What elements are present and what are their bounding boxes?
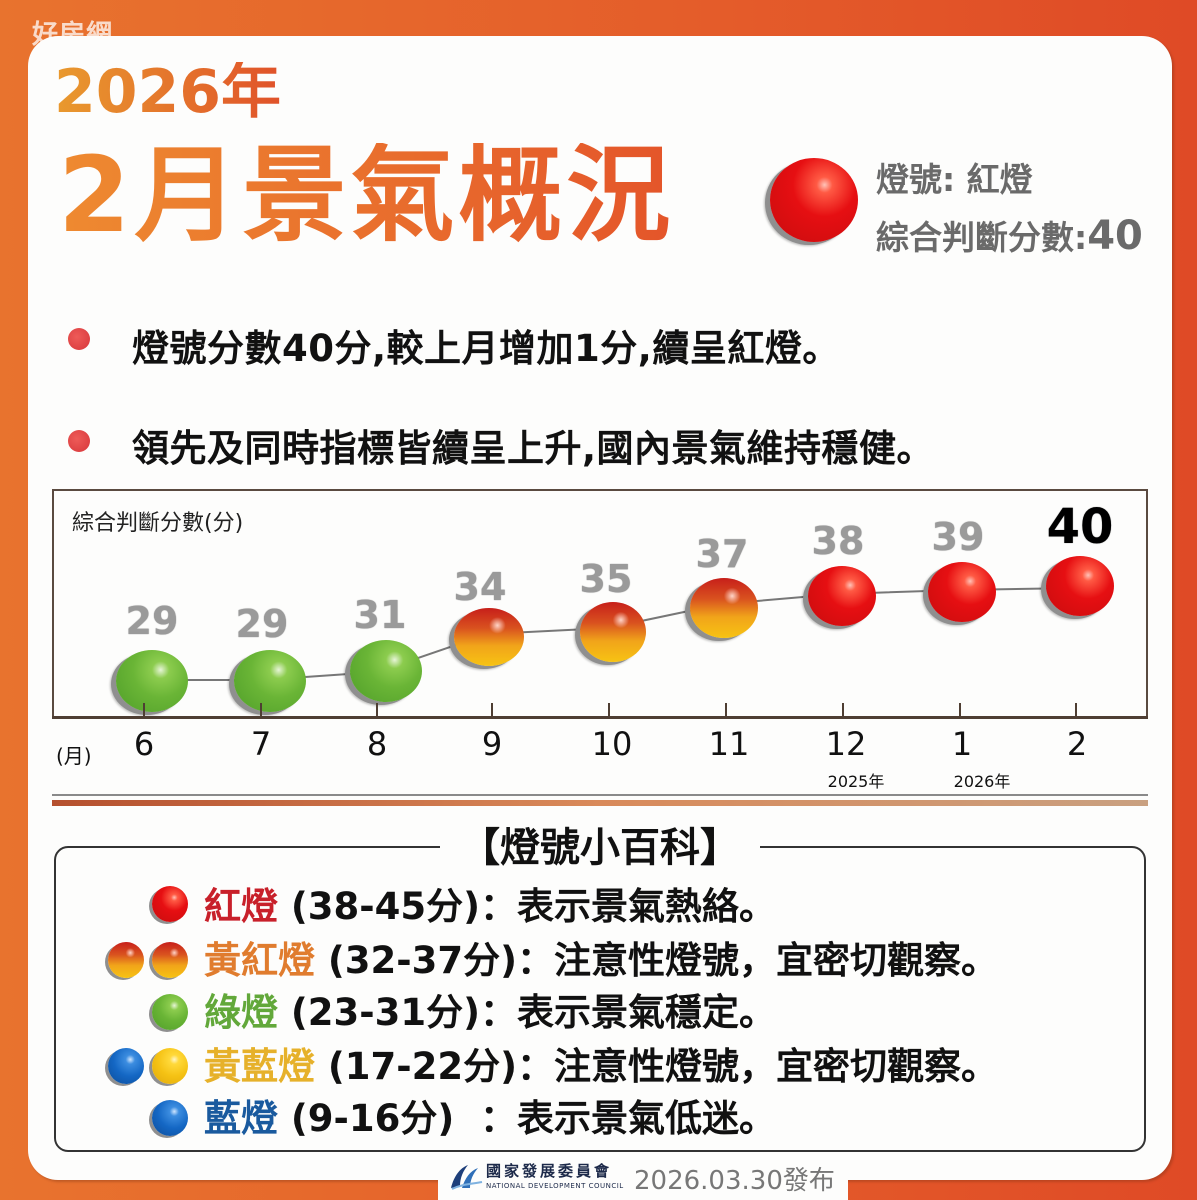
chart-frame	[52, 489, 1148, 719]
legend-item-range: (17-22分)	[315, 1045, 518, 1088]
x-tick	[376, 703, 378, 717]
legend-item-green: 綠燈 (23-31分)：表示景氣穩定。	[204, 994, 776, 1031]
data-label: 37	[695, 532, 749, 576]
legend-item-blue: 藍燈 (9-16分) ：表示景氣低迷。	[204, 1100, 776, 1137]
x-tick	[842, 703, 844, 717]
data-point-red-light-icon	[1046, 556, 1114, 616]
x-tick-label: 2	[1066, 725, 1088, 763]
score-label: 綜合判斷分數:	[876, 218, 1088, 257]
legend-item-yellow-blue: 黃藍燈 (17-22分)：注意性燈號，宜密切觀察。	[204, 1048, 998, 1085]
data-label: 31	[353, 593, 407, 637]
legend-item-red: 紅燈 (38-45分)：表示景氣熱絡。	[204, 888, 776, 925]
page-title: 2月景氣概況	[58, 134, 675, 256]
legend-item-desc: ：表示景氣熱絡。	[480, 885, 777, 928]
signal-label: 燈號: 紅燈	[876, 160, 1033, 199]
legend-item-name: 綠燈	[204, 991, 278, 1034]
legend-item-range: (32-37分)	[315, 939, 518, 982]
legend-item-range: (9-16分)	[278, 1097, 455, 1140]
signal-info: 燈號: 紅燈 綜合判斷分數:40	[876, 152, 1143, 266]
x-axis	[52, 716, 1148, 719]
data-label: 29	[125, 599, 179, 643]
data-label: 35	[579, 557, 633, 601]
x-tick	[608, 703, 610, 717]
legend-item-desc: ：表示景氣穩定。	[480, 991, 777, 1034]
legend-item-desc: ：注意性燈號，宜密切觀察。	[517, 939, 999, 982]
divider-band	[52, 800, 1148, 806]
data-point-red-light-icon	[928, 562, 996, 622]
year-note-2026: 2026年	[953, 772, 1011, 791]
legend-item-name: 藍燈	[204, 1097, 278, 1140]
bullet-text: 燈號分數40分,較上月增加1分,續呈紅燈。	[132, 327, 840, 370]
data-label: 39	[931, 515, 985, 559]
legend-item-name: 紅燈	[204, 885, 278, 928]
x-tick-label: 9	[481, 725, 503, 763]
blue-light-icon	[108, 1048, 144, 1084]
yellow-light-icon	[152, 1048, 188, 1084]
x-tick	[143, 703, 145, 717]
legend-item-range: (23-31分)	[278, 991, 481, 1034]
yellow-red-light-icon	[152, 942, 188, 978]
data-point-green-light-icon	[116, 650, 188, 712]
x-tick-label: 11	[708, 725, 750, 763]
score-value: 40	[1087, 213, 1143, 259]
footer-tab	[438, 1156, 848, 1200]
blue-light-icon	[152, 1100, 188, 1136]
org-name-en: NATIONAL DEVELOPMENT COUNCIL	[486, 1182, 624, 1190]
data-point-green-light-icon	[350, 640, 422, 702]
x-axis-unit-label: (月)	[56, 744, 92, 768]
x-tick-label: 10	[591, 725, 633, 763]
legend-title: 【燈號小百科】	[440, 818, 760, 878]
data-point-yellow-red-light-icon	[580, 602, 646, 662]
yellow-red-light-icon	[108, 942, 144, 978]
data-point-red-light-icon	[808, 566, 876, 626]
data-label: 34	[453, 565, 507, 609]
data-label: 38	[811, 519, 865, 563]
x-tick-label: 12	[825, 725, 867, 763]
data-point-yellow-red-light-icon	[690, 578, 758, 638]
bullet-dot-icon	[68, 328, 90, 350]
publish-date: 2026.03.30發布	[634, 1166, 835, 1196]
x-tick-label: 6	[133, 725, 155, 763]
data-label: 29	[235, 602, 289, 646]
red-light-icon	[152, 886, 188, 922]
org-name-cn: 國家發展委員會	[486, 1162, 613, 1180]
bullet-dot-icon	[68, 430, 90, 452]
x-tick	[725, 703, 727, 717]
x-tick-label: 8	[366, 725, 388, 763]
green-light-icon	[152, 994, 188, 1030]
divider	[52, 794, 1148, 796]
x-tick	[491, 703, 493, 717]
x-tick-label: 7	[250, 725, 272, 763]
legend-item-range: (38-45分)	[278, 885, 481, 928]
x-tick	[959, 703, 961, 717]
year-title: 2026年	[54, 57, 281, 127]
legend-item-desc: ：表示景氣低迷。	[454, 1097, 777, 1140]
legend-item-desc: ：注意性燈號，宜密切觀察。	[517, 1045, 999, 1088]
bullet-text: 領先及同時指標皆續呈上升,國內景氣維持穩健。	[132, 427, 935, 470]
year-note-2025: 2025年	[827, 772, 885, 791]
data-point-green-light-icon	[234, 650, 306, 712]
legend-item-name: 黃紅燈	[204, 939, 315, 982]
legend-item-yellow-red: 黃紅燈 (32-37分)：注意性燈號，宜密切觀察。	[204, 942, 998, 979]
data-label-latest: 40	[1046, 499, 1114, 555]
current-signal-red-light-icon	[770, 158, 858, 242]
ndc-logo-icon	[451, 1165, 483, 1190]
chart-y-axis-label: 綜合判斷分數(分)	[72, 511, 244, 536]
legend-item-name: 黃藍燈	[204, 1045, 315, 1088]
x-tick	[260, 703, 262, 717]
x-tick	[1075, 703, 1077, 717]
x-tick-label: 1	[951, 725, 973, 763]
data-point-yellow-red-light-icon	[454, 608, 524, 666]
